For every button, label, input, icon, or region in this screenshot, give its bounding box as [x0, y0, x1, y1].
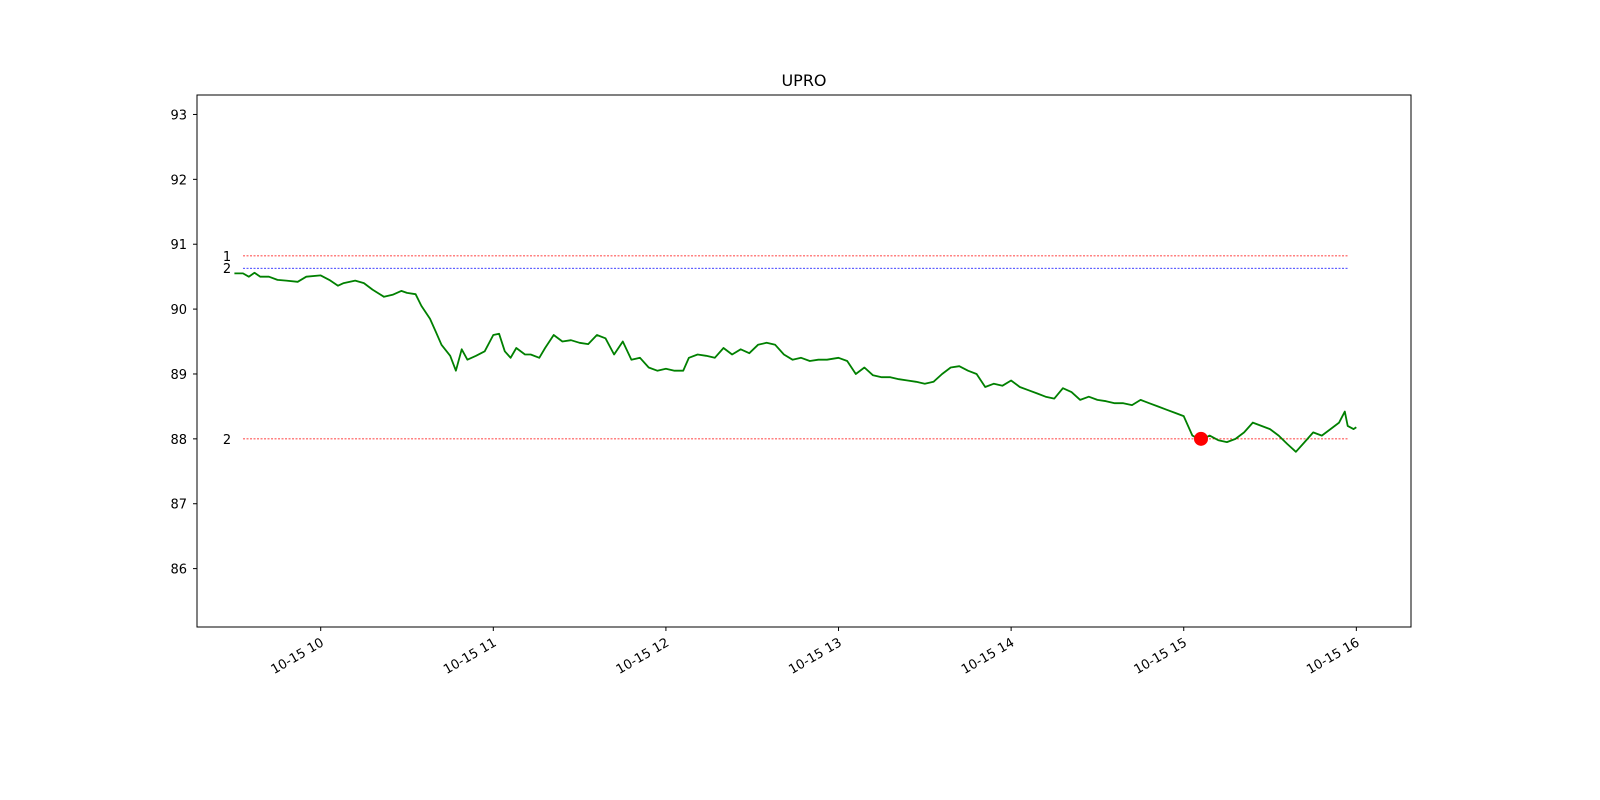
signal-marker: [1193, 431, 1208, 446]
reference-line-label: 2: [223, 262, 231, 277]
marker-layer: [1193, 431, 1208, 446]
x-tick-label: 10-15 10: [269, 635, 327, 677]
y-tick-label: 87: [170, 498, 187, 513]
y-tick-label: 88: [170, 433, 187, 448]
y-tick-label: 86: [170, 563, 187, 578]
x-axis: 10-15 10 10-15 11 10-15 12 10-15 13 10-15 14…: [269, 627, 1362, 678]
plot-frame: [196, 94, 1412, 628]
x-tick-label: 10-15 12: [614, 635, 672, 677]
x-tick-label: 10-15 13: [786, 635, 844, 677]
y-tick-label: 89: [170, 368, 187, 383]
series-layer: [234, 271, 1357, 453]
reference-line-label: 2: [223, 433, 231, 448]
x-tick-label: 10-15 16: [1304, 635, 1362, 677]
y-tick-label: 92: [170, 173, 187, 188]
y-axis: 86 87 88 89 90 91 92 93: [170, 108, 197, 578]
y-tick-label: 93: [170, 108, 187, 123]
y-tick-label: 91: [170, 238, 187, 253]
reference-line-label: 1: [223, 250, 231, 265]
x-tick-label: 10-15 15: [1132, 635, 1190, 677]
chart-title: UPRO: [781, 71, 826, 90]
x-tick-label: 10-15 14: [959, 635, 1017, 677]
reference-lines: 122: [223, 250, 1348, 448]
price-line: [234, 271, 1357, 453]
y-tick-label: 90: [170, 303, 187, 318]
x-tick-label: 10-15 11: [441, 635, 499, 677]
